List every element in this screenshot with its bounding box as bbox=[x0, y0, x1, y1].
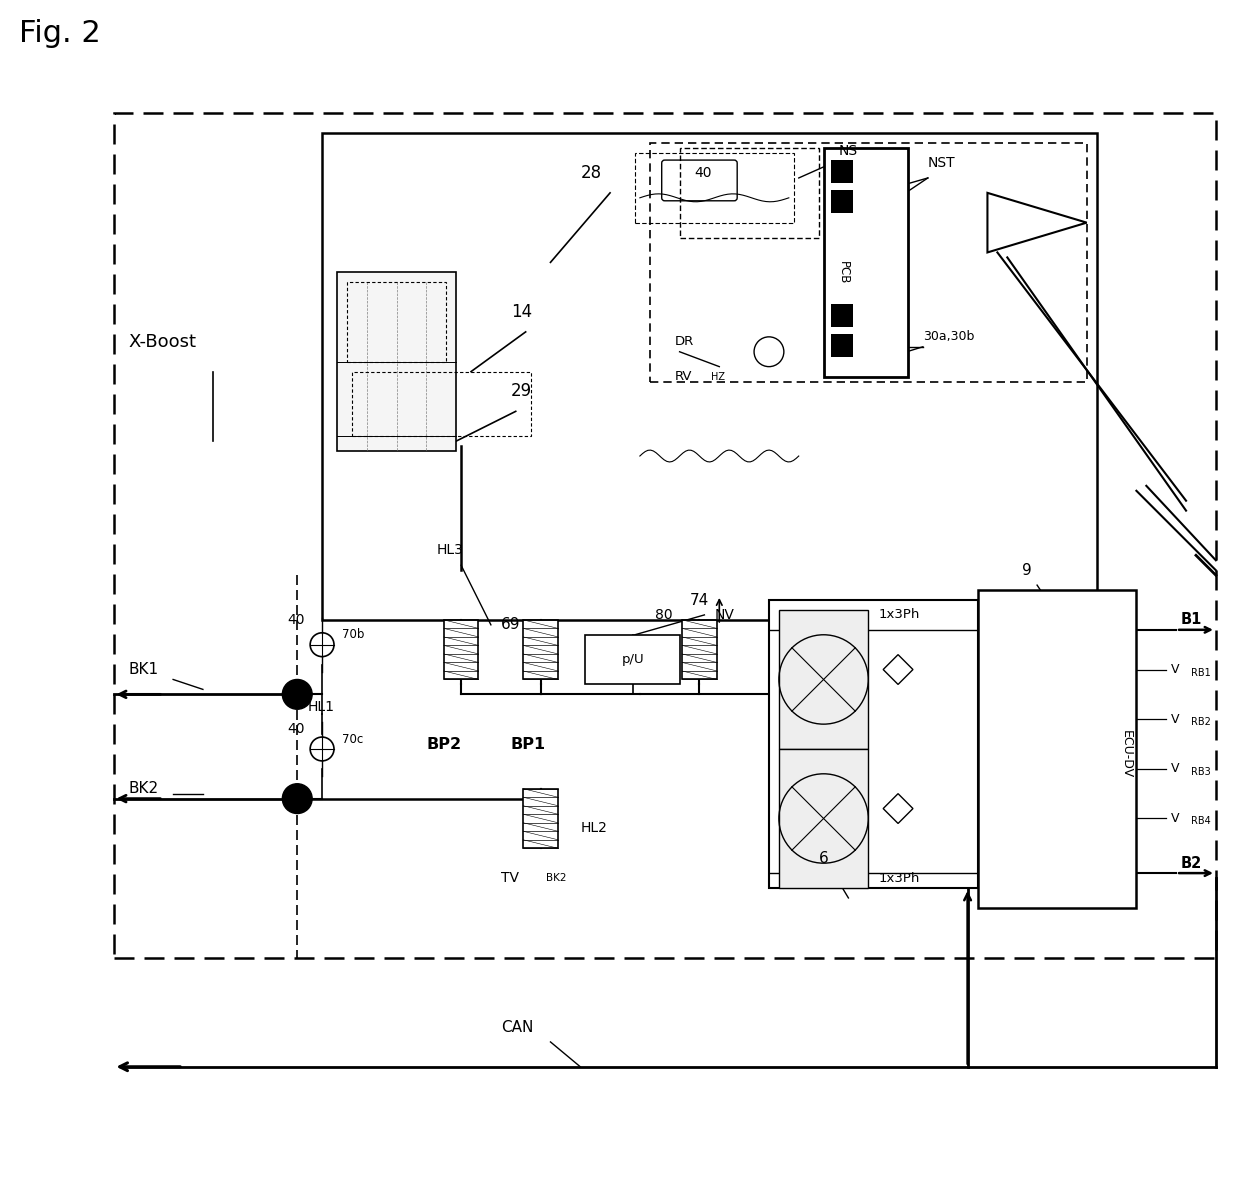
Text: 40: 40 bbox=[288, 613, 305, 627]
Text: CAN: CAN bbox=[501, 1020, 533, 1034]
Text: 14: 14 bbox=[511, 303, 532, 321]
Bar bbox=[352, 372, 531, 436]
Circle shape bbox=[283, 784, 312, 814]
Text: RB4: RB4 bbox=[1192, 816, 1210, 826]
Text: BP1: BP1 bbox=[511, 737, 546, 751]
Text: TV: TV bbox=[501, 870, 518, 885]
Text: V: V bbox=[1171, 713, 1179, 726]
Text: 6: 6 bbox=[818, 851, 828, 866]
Text: 74: 74 bbox=[689, 592, 709, 608]
Text: RB2: RB2 bbox=[1192, 718, 1211, 727]
Bar bbox=[337, 272, 456, 452]
Text: B1: B1 bbox=[1180, 613, 1203, 627]
Bar bbox=[585, 635, 680, 684]
Text: X-Boost: X-Boost bbox=[129, 332, 196, 350]
Bar bbox=[650, 143, 1086, 382]
Text: ECU-DV: ECU-DV bbox=[1120, 730, 1133, 778]
Bar bbox=[444, 620, 479, 679]
Bar bbox=[977, 590, 1136, 908]
Text: HZ: HZ bbox=[712, 372, 725, 382]
Bar bbox=[823, 148, 908, 377]
Text: 9: 9 bbox=[1022, 562, 1032, 578]
Text: BK1: BK1 bbox=[129, 662, 159, 677]
Bar bbox=[779, 749, 868, 889]
Bar bbox=[523, 620, 558, 679]
Bar bbox=[523, 789, 558, 849]
Text: BK2: BK2 bbox=[546, 873, 565, 883]
Text: PCB: PCB bbox=[837, 260, 849, 284]
Text: 29: 29 bbox=[511, 383, 532, 401]
Text: 40: 40 bbox=[288, 722, 305, 736]
Bar bbox=[779, 610, 868, 749]
Text: 69: 69 bbox=[501, 618, 521, 632]
Text: RB3: RB3 bbox=[1192, 767, 1210, 777]
Text: BK2: BK2 bbox=[129, 781, 159, 796]
Text: HL3: HL3 bbox=[436, 543, 464, 557]
Bar bbox=[769, 600, 977, 889]
Bar bbox=[347, 282, 446, 361]
Bar bbox=[831, 305, 853, 327]
Text: B2: B2 bbox=[1180, 856, 1203, 870]
Text: V: V bbox=[1171, 811, 1179, 825]
Text: 40: 40 bbox=[694, 166, 712, 179]
Text: 30a,30b: 30a,30b bbox=[923, 330, 975, 343]
Text: 80: 80 bbox=[655, 608, 672, 622]
Text: p/U: p/U bbox=[621, 653, 645, 666]
Text: 1x3Ph: 1x3Ph bbox=[878, 608, 920, 621]
Bar bbox=[635, 153, 794, 223]
Text: RB1: RB1 bbox=[1192, 667, 1210, 678]
Circle shape bbox=[283, 679, 312, 709]
Text: HL2: HL2 bbox=[580, 821, 608, 836]
Text: BP2: BP2 bbox=[427, 737, 461, 751]
Text: DR: DR bbox=[675, 335, 694, 348]
Text: NV: NV bbox=[714, 608, 734, 622]
Text: 70c: 70c bbox=[342, 732, 363, 745]
Text: NS: NS bbox=[838, 144, 858, 158]
Text: NST: NST bbox=[928, 157, 956, 170]
Bar bbox=[831, 160, 853, 183]
Text: V: V bbox=[1171, 762, 1179, 775]
Bar bbox=[682, 620, 717, 679]
Bar bbox=[831, 334, 853, 356]
Text: 1x3Ph: 1x3Ph bbox=[878, 872, 920, 885]
Text: HL1: HL1 bbox=[308, 701, 335, 714]
Bar bbox=[322, 134, 1096, 620]
Bar bbox=[114, 113, 1216, 957]
Text: V: V bbox=[1171, 663, 1179, 675]
Text: 70b: 70b bbox=[342, 628, 365, 642]
Bar bbox=[680, 148, 818, 237]
Text: Fig. 2: Fig. 2 bbox=[19, 19, 100, 48]
Text: RV: RV bbox=[675, 370, 692, 383]
Bar bbox=[831, 190, 853, 213]
Text: 28: 28 bbox=[580, 164, 601, 182]
